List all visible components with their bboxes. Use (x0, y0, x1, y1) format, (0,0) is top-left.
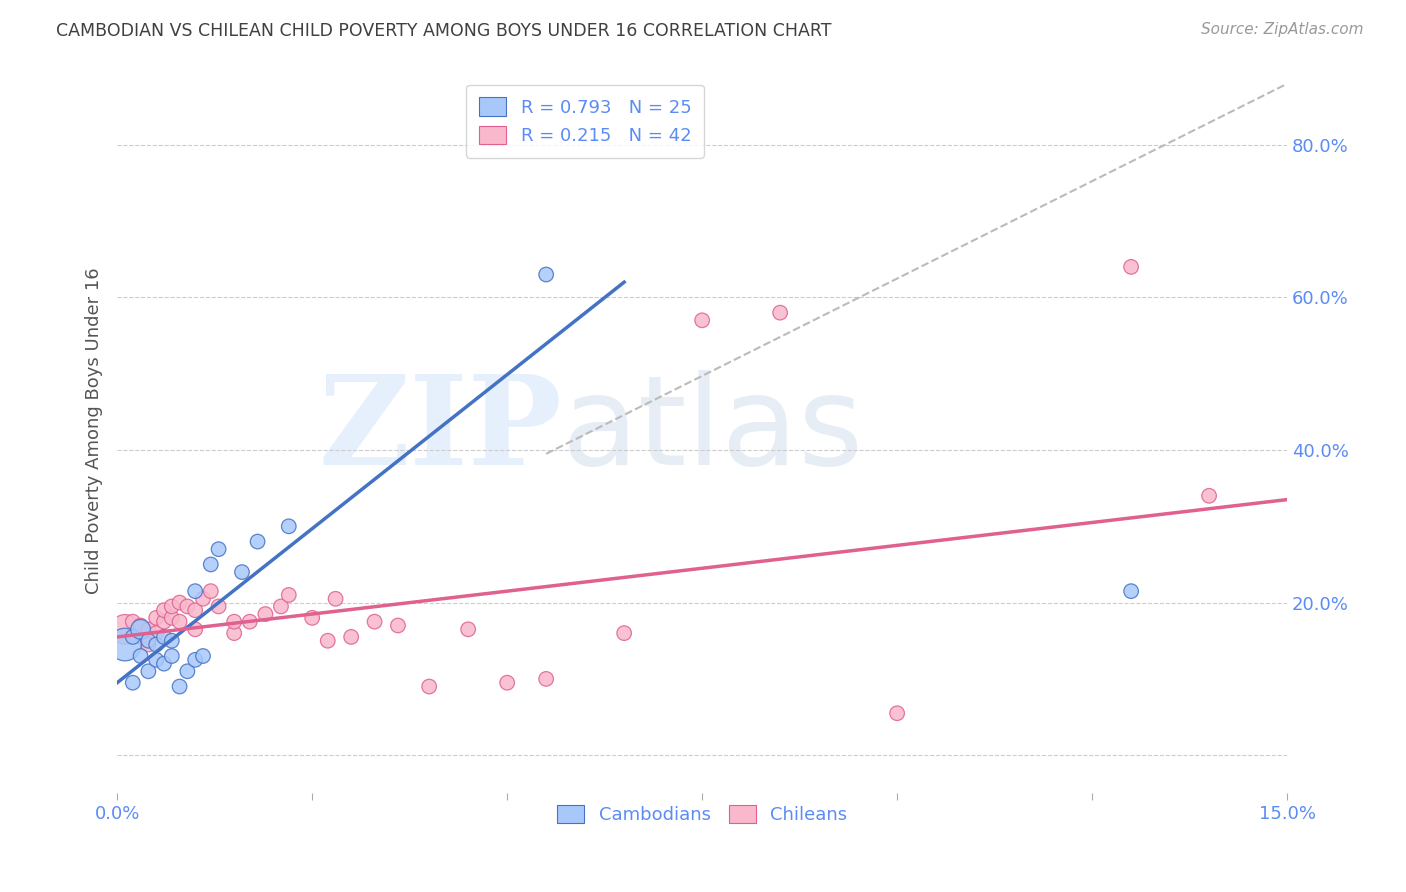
Point (176, 599, 198, 614)
Point (191, 591, 214, 606)
Point (184, 653, 207, 667)
Text: Source: ZipAtlas.com: Source: ZipAtlas.com (1201, 22, 1364, 37)
Point (239, 615, 262, 629)
Point (138, 638, 160, 652)
Point (184, 623, 207, 637)
Point (129, 648, 152, 663)
Point (270, 599, 292, 614)
Point (160, 633, 183, 648)
Point (160, 599, 183, 614)
Point (207, 599, 229, 614)
Point (200, 558, 222, 572)
Point (153, 657, 176, 671)
Point (145, 611, 167, 625)
Point (184, 603, 207, 617)
Point (457, 623, 479, 637)
Point (224, 615, 246, 629)
Point (145, 638, 167, 652)
Point (160, 611, 183, 625)
Point (690, 313, 713, 327)
Point (160, 648, 183, 663)
Point (418, 680, 440, 694)
Point (301, 611, 323, 625)
Point (316, 633, 339, 648)
Point (138, 633, 160, 648)
Point (191, 648, 214, 663)
Point (246, 534, 269, 549)
Point (153, 603, 176, 617)
Point (340, 630, 363, 644)
Point (138, 665, 160, 679)
Point (254, 607, 277, 621)
Point (224, 626, 246, 640)
Point (534, 672, 557, 686)
Point (1119, 260, 1142, 274)
Point (114, 623, 136, 637)
Point (886, 706, 908, 721)
Point (325, 591, 347, 606)
Text: CAMBODIAN VS CHILEAN CHILD POVERTY AMONG BOYS UNDER 16 CORRELATION CHART: CAMBODIAN VS CHILEAN CHILD POVERTY AMONG… (56, 22, 832, 40)
Point (121, 615, 143, 629)
Point (200, 584, 222, 599)
Point (534, 268, 557, 282)
Legend: Cambodians, Chileans: Cambodians, Chileans (546, 794, 858, 835)
Point (169, 680, 191, 694)
Point (169, 596, 191, 610)
Y-axis label: Child Poverty Among Boys Under 16: Child Poverty Among Boys Under 16 (86, 268, 103, 594)
Point (145, 653, 167, 667)
Point (153, 615, 176, 629)
Point (769, 306, 792, 320)
Point (1198, 489, 1220, 503)
Point (129, 630, 152, 644)
Text: ZIP: ZIP (318, 370, 562, 491)
Point (1119, 584, 1142, 599)
Point (184, 584, 207, 599)
Point (129, 623, 152, 637)
Point (114, 638, 136, 652)
Point (121, 630, 143, 644)
Point (121, 675, 143, 690)
Point (129, 618, 152, 632)
Point (387, 618, 409, 632)
Point (613, 626, 636, 640)
Point (496, 675, 519, 690)
Point (138, 623, 160, 637)
Point (176, 665, 198, 679)
Point (145, 626, 167, 640)
Point (207, 542, 229, 557)
Point (277, 588, 299, 602)
Point (363, 615, 385, 629)
Point (231, 565, 253, 579)
Point (169, 615, 191, 629)
Point (277, 519, 299, 533)
Point (153, 630, 176, 644)
Text: atlas: atlas (562, 370, 863, 491)
